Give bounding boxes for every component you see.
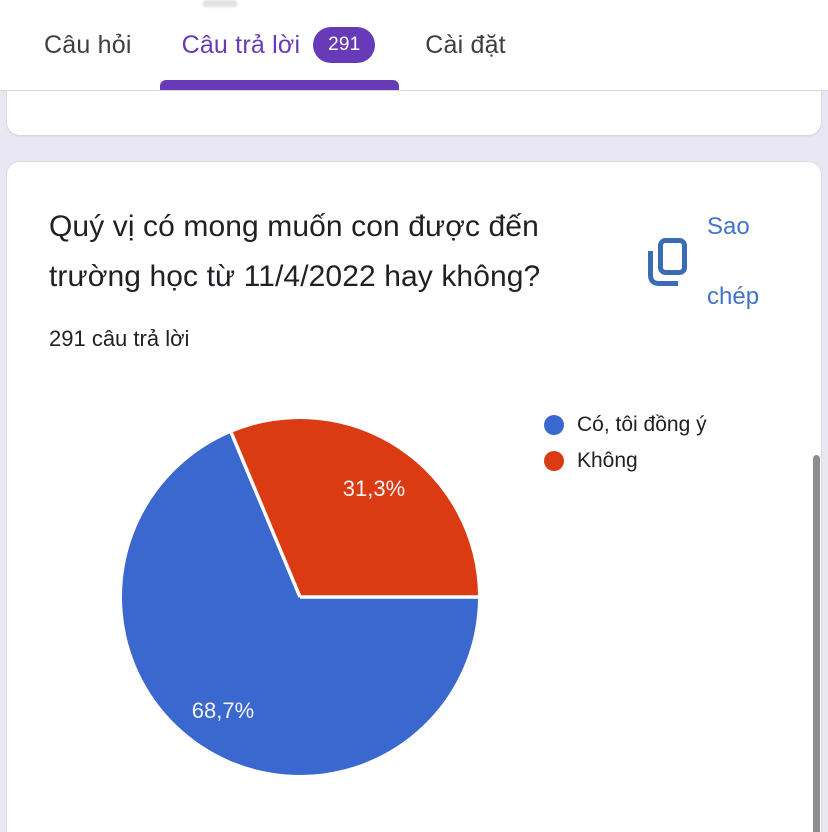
responses-count-badge: 291 [313, 27, 376, 63]
legend-item-no: Không [544, 449, 707, 473]
legend-label-no: Không [577, 449, 638, 472]
question-summary-card: Quý vị có mong muốn con được đến trường … [6, 161, 822, 832]
pie-slice-no [231, 419, 478, 597]
responses-content: Quý vị có mong muốn con được đến trường … [0, 91, 828, 832]
response-count-label: 291 câu trả lời [49, 326, 190, 351]
question-title-block: Quý vị có mong muốn con được đến trường … [49, 202, 639, 352]
responses-tab-bar: Câu hỏi Câu trả lời 291 Cài đặt [0, 0, 828, 91]
top-edge-artifact [203, 0, 237, 7]
scrollbar-thumb[interactable] [813, 455, 820, 832]
pie-label-no: 31,3% [343, 476, 405, 501]
tab-questions[interactable]: Câu hỏi [44, 0, 132, 90]
copy-button-label: Sao chép [707, 213, 760, 310]
pie-label-yes: 68,7% [192, 698, 254, 723]
question-card-header: Quý vị có mong muốn con được đến trường … [7, 162, 821, 352]
tab-settings-label: Cài đặt [425, 30, 506, 59]
legend-dot-yes [544, 415, 564, 435]
legend-item-yes: Có, tôi đồng ý [544, 413, 707, 437]
tab-responses-label: Câu trả lời [181, 30, 301, 59]
copy-chart-button[interactable]: Sao chép [647, 192, 777, 332]
pie-slice-yes [121, 432, 478, 776]
legend-label-yes: Có, tôi đồng ý [577, 413, 707, 436]
summary-card-bottom [6, 91, 822, 136]
copy-icon [648, 238, 687, 286]
tab-responses[interactable]: Câu trả lời 291 [159, 0, 399, 90]
legend-dot-no [544, 451, 564, 471]
tab-questions-label: Câu hỏi [44, 30, 132, 59]
tab-settings[interactable]: Cài đặt [425, 0, 506, 90]
pie-separator-upperleft [229, 432, 302, 598]
question-title: Quý vị có mong muốn con được đến trường … [49, 210, 541, 293]
form-tabs: Câu hỏi Câu trả lời 291 Cài đặt [0, 0, 828, 90]
pie-chart: 31,3% 68,7% [121, 419, 478, 776]
chart-legend: Có, tôi đồng ý Không [544, 413, 707, 473]
